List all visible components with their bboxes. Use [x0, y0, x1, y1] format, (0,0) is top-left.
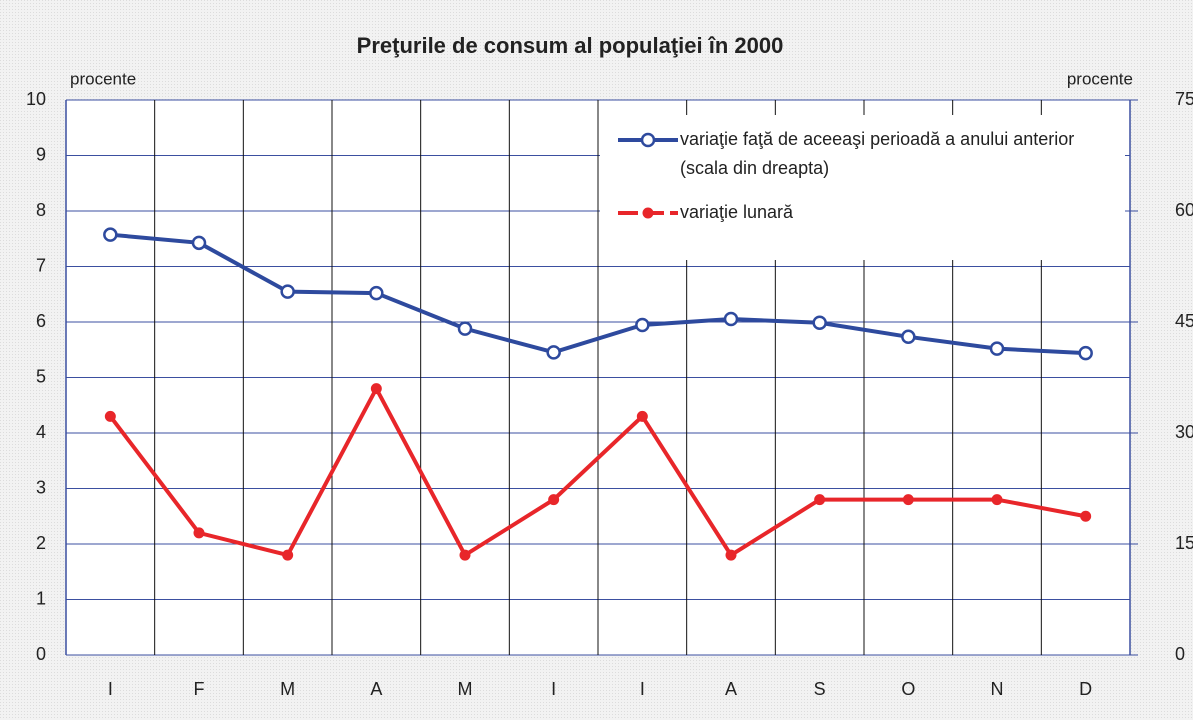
marker — [814, 494, 826, 506]
marker — [369, 285, 384, 301]
marker — [812, 315, 827, 330]
y-tick-label: 5 — [36, 366, 46, 386]
legend: variaţie faţă de aceeaşi perioadă a anul… — [600, 115, 1125, 260]
marker — [989, 341, 1005, 356]
y-tick-label: 6 — [36, 311, 46, 331]
marker — [280, 284, 295, 299]
marker — [104, 410, 116, 422]
y2-tick-label: 60 — [1175, 200, 1193, 220]
x-tick-label: I — [640, 679, 645, 699]
y-axis-label: procente — [70, 69, 136, 88]
y-tick-label: 1 — [36, 588, 46, 608]
y-tick-label: 10 — [26, 89, 46, 109]
y2-tick-label: 75 — [1175, 89, 1193, 109]
x-tick-label: S — [814, 679, 826, 699]
y-tick-label: 4 — [36, 422, 46, 442]
x-tick-label: I — [108, 679, 113, 699]
marker — [725, 549, 737, 561]
chart-title: Preţurile de consum al populaţiei în 200… — [357, 33, 784, 58]
x-tick-label: M — [280, 679, 295, 699]
marker — [191, 235, 207, 251]
legend-label-line: variaţie faţă de aceeaşi perioadă a anul… — [680, 129, 1074, 149]
y-tick-label: 7 — [36, 255, 46, 275]
marker — [459, 549, 471, 561]
x-tick-label: F — [194, 679, 205, 699]
legend-box — [600, 115, 1125, 260]
x-tick-label: D — [1079, 679, 1092, 699]
marker — [103, 227, 118, 242]
y2-tick-label: 15 — [1175, 533, 1193, 553]
marker — [901, 329, 916, 345]
line — [110, 232, 1086, 356]
marker — [282, 549, 294, 561]
marker — [902, 494, 914, 506]
y-tick-label: 0 — [36, 644, 46, 664]
x-tick-label: I — [551, 679, 556, 699]
x-tick-label: N — [991, 679, 1004, 699]
legend-label-line: (scala din dreapta) — [680, 158, 829, 178]
marker — [546, 345, 561, 360]
x-tick-label: A — [725, 679, 737, 699]
marker — [636, 410, 648, 422]
y-tick-label: 8 — [36, 200, 46, 220]
y-tick-label: 9 — [36, 144, 46, 164]
x-tick-label: A — [370, 679, 382, 699]
marker — [723, 311, 739, 327]
marker — [193, 527, 205, 539]
y2-axis-label: procente — [1067, 69, 1133, 88]
y-tick-label: 2 — [36, 533, 46, 553]
y2-tick-label: 30 — [1175, 422, 1193, 442]
marker — [635, 317, 650, 333]
marker — [370, 383, 382, 395]
x-tick-label: M — [458, 679, 473, 699]
marker — [457, 321, 473, 336]
legend-marker — [640, 132, 656, 148]
x-tick-label: O — [901, 679, 915, 699]
legend-label: variaţie lunară — [680, 202, 794, 222]
marker — [1078, 345, 1093, 361]
legend-marker — [642, 207, 654, 219]
y-tick-label: 3 — [36, 477, 46, 497]
y2-tick-label: 0 — [1175, 644, 1185, 664]
line — [108, 384, 1087, 558]
marker — [991, 494, 1003, 506]
y2-tick-label: 45 — [1175, 311, 1193, 331]
legend-label: variaţie faţă de aceeaşi perioadă a anul… — [680, 129, 1074, 178]
marker — [1080, 510, 1092, 522]
marker — [548, 494, 560, 506]
